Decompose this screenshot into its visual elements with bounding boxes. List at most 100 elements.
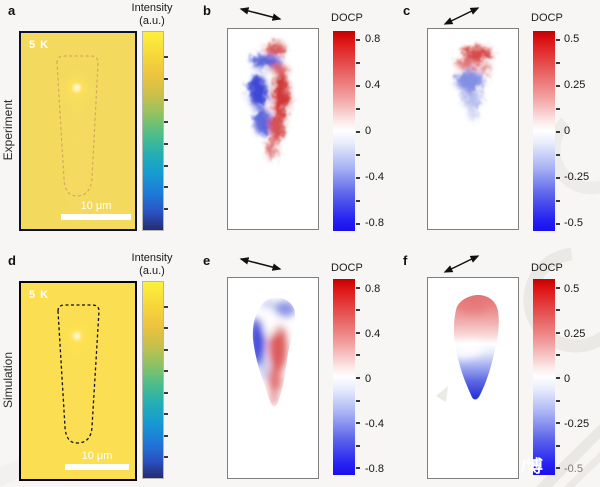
tick-mark [164,434,168,437]
tick-mark [356,108,360,110]
tick-mark [356,177,360,179]
tick-mark [556,177,560,179]
docp-blob-c [456,47,493,121]
tick-mark [164,348,168,351]
tick-mark [556,467,560,470]
tick-mark [356,286,360,289]
panel-a-intensity-map: 5 K 10 μm [19,31,137,231]
tick-mark [356,444,360,447]
docp-colorbar-title-e: DOCP [331,262,363,274]
tick-mark [164,413,168,416]
colorbar-tick-label: 0 [564,373,571,385]
tick-mark [164,99,168,102]
tick-mark [356,154,360,156]
intensity-colorbar-title: Intensity [131,252,173,264]
docp-colorbar-b [333,31,360,231]
panel-c-docp-map [427,28,519,230]
tick-mark [556,331,560,334]
panel-label-c: c [403,3,411,18]
tick-mark [164,327,168,330]
colorbar-tick-label: 0.4 [365,79,381,91]
tick-mark [164,77,168,80]
tick-mark [556,39,560,41]
tick-mark [556,444,560,447]
tick-mark [556,131,560,133]
colorbar-tick-label: -0.25 [564,418,590,430]
docp-colorbar-e [333,279,360,475]
scalebar-label: 10 μm [80,200,112,212]
colorbar-tick-label: -0.8 [365,217,384,229]
tick-mark [356,377,360,379]
row-label-simulation: Simulation [1,351,15,409]
colorbar-tick-label: 0.8 [365,283,381,295]
polarization-arrow-c [443,7,480,25]
colorbar-tick-label: -0.25 [564,171,590,183]
tick-mark [556,85,560,87]
docp-colorbar-c [533,31,560,231]
tick-mark [356,331,360,334]
tick-mark [164,55,168,58]
colorbar-tick-label: 0.4 [365,328,381,340]
tick-mark [356,85,360,87]
tick-mark [356,39,360,41]
tick-mark [356,422,360,425]
panel-label-a: a [8,3,16,18]
colorbar-tick-label: 0 [365,125,372,137]
tick-mark [164,305,168,308]
colorbar-tick-label: 0.25 [564,79,586,91]
panel-d-intensity-map: 5 K 10 μm [19,281,137,481]
docp-blob-e [252,297,296,407]
row-label-experiment: Experiment [1,99,15,161]
colorbar-tick-label: -0.4 [365,418,384,430]
panel-label-e: e [203,253,211,268]
tick-mark [164,121,168,124]
watermark-text: /博 [521,457,543,476]
panel-b-docp-map [227,28,319,230]
tick-mark [556,108,560,110]
panel-e-docp-map [227,277,319,479]
colorbar-tick-label: -0.8 [365,463,384,475]
cone-outline-faint [56,55,99,197]
tick-mark [356,62,360,64]
tick-mark [164,142,168,145]
panel-label-d: d [8,253,16,268]
colorbar-tick-label: 0 [564,125,571,137]
colorbar-tick-label: -0.5 [564,217,583,229]
docp-colorbar-title-c: DOCP [531,12,563,24]
panel-f-docp-map [427,277,519,479]
tick-mark [556,309,560,312]
tick-mark [556,223,560,225]
polarization-arrow-e [239,257,282,271]
intensity-colorbar-title: Intensity [131,2,173,14]
temperature-label: 5 K [29,289,50,301]
tick-mark [556,377,560,379]
tick-mark [556,354,560,357]
tick-mark [164,208,168,211]
intensity-colorbar [142,281,168,479]
intensity-colorbar-units: (a.u.) [139,15,165,27]
tick-mark [164,186,168,189]
scalebar-label: 10 μm [81,450,113,462]
colorbar-tick-label: 0.5 [564,283,580,295]
tick-mark [556,422,560,425]
tick-mark [356,223,360,225]
tick-mark [556,286,560,289]
docp-colorbar-f [533,279,560,475]
tick-mark [356,354,360,357]
tick-mark [556,399,560,402]
intensity-colorbar-units: (a.u.) [139,265,165,277]
panel-label-b: b [203,3,211,18]
colorbar-tick-label: 0.8 [365,33,381,45]
tick-mark [356,467,360,470]
scalebar [65,464,129,470]
scalebar [61,214,131,220]
tick-mark [164,391,168,394]
docp-blob-b [248,43,290,160]
tick-mark [356,200,360,202]
tick-mark [164,456,168,459]
tick-mark [556,200,560,202]
polarization-arrow-f [443,255,480,273]
docp-colorbar-title-b: DOCP [331,12,363,24]
colorbar-tick-label: 0.25 [564,328,586,340]
